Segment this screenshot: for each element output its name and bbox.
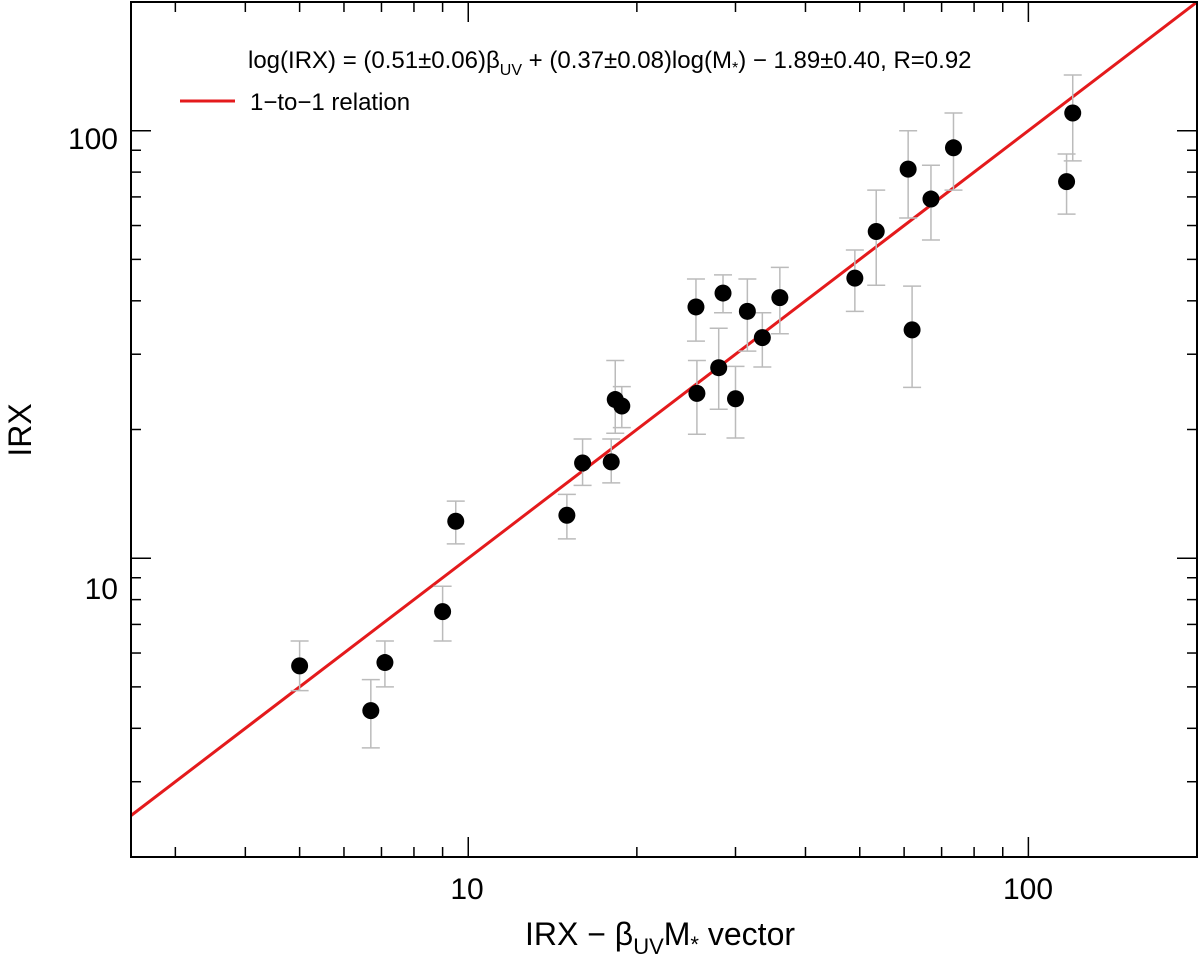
y-tick-label-10: 10 bbox=[85, 573, 118, 606]
data-point bbox=[447, 512, 465, 530]
data-point bbox=[602, 453, 620, 471]
data-point bbox=[687, 298, 705, 316]
data-point bbox=[710, 359, 728, 377]
data-point bbox=[1064, 104, 1082, 122]
data-point bbox=[1058, 173, 1076, 191]
y-axis-label: IRX bbox=[2, 403, 38, 456]
data-point bbox=[362, 702, 380, 720]
x-axis-label-star: * bbox=[690, 932, 699, 957]
plot-frame bbox=[130, 1, 1198, 858]
data-point-layer bbox=[291, 104, 1082, 720]
data-point bbox=[944, 139, 962, 157]
data-point bbox=[738, 302, 756, 320]
data-point bbox=[753, 329, 771, 347]
fit-annotation-part2: + (0.37±0.08)log(M bbox=[522, 47, 732, 74]
x-axis-label-end: vector bbox=[699, 916, 795, 952]
data-point bbox=[376, 654, 394, 672]
data-point bbox=[291, 657, 309, 675]
data-point bbox=[899, 160, 917, 178]
x-axis-label-sub: UV bbox=[633, 934, 664, 957]
x-axis-label: IRX − βUVM* vector bbox=[525, 916, 795, 957]
x-axis-label-main: IRX − β bbox=[525, 916, 633, 952]
legend-label-1-to-1: 1−to−1 relation bbox=[250, 89, 410, 116]
y-tick-label-100: 100 bbox=[68, 123, 118, 156]
data-point bbox=[613, 397, 631, 415]
fit-annotation-sub: UV bbox=[500, 62, 523, 79]
data-point bbox=[903, 321, 921, 339]
data-point bbox=[922, 190, 940, 208]
legend: 1−to−1 relation bbox=[180, 89, 410, 116]
fit-annotation: log(IRX) = (0.51±0.06)βUV + (0.37±0.08)l… bbox=[248, 47, 972, 79]
x-tick-label-100: 100 bbox=[1003, 873, 1053, 906]
fit-annotation-star: * bbox=[732, 60, 738, 77]
data-point bbox=[846, 269, 864, 287]
data-point bbox=[714, 284, 732, 302]
data-point bbox=[688, 384, 706, 402]
fit-annotation-part1: log(IRX) = (0.51±0.06)β bbox=[248, 47, 500, 74]
data-point bbox=[867, 223, 885, 241]
data-point bbox=[726, 390, 744, 408]
fit-annotation-part3: ) − 1.89±0.40, R=0.92 bbox=[738, 47, 971, 74]
x-tick-label-10: 10 bbox=[450, 873, 483, 906]
data-point bbox=[558, 506, 576, 524]
x-axis-label-tail: M bbox=[664, 916, 691, 952]
tick-mark-layer bbox=[131, 1, 1198, 858]
data-point bbox=[574, 454, 592, 472]
data-point bbox=[434, 603, 452, 621]
errorbar-layer bbox=[290, 74, 1082, 749]
data-point bbox=[771, 289, 789, 307]
